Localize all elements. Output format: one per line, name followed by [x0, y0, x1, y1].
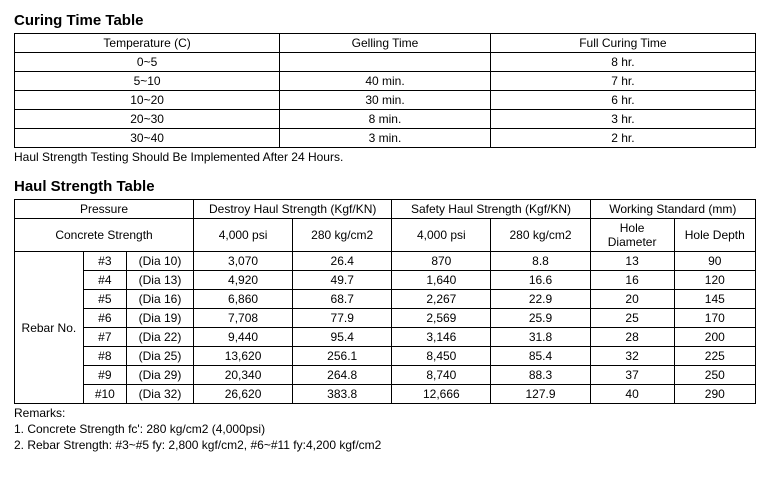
- table-row: #8(Dia 25)13,620256.18,45085.432225: [15, 347, 756, 366]
- hdr-d280: 280 kg/cm2: [293, 219, 392, 252]
- hdr-s280: 280 kg/cm2: [491, 219, 590, 252]
- hdr-concrete: Concrete Strength: [15, 219, 194, 252]
- haul-table: Pressure Destroy Haul Strength (Kgf/KN) …: [14, 199, 756, 404]
- hdr-hole-depth: Hole Depth: [674, 219, 755, 252]
- hdr-d4000: 4,000 psi: [194, 219, 293, 252]
- table-row: #6(Dia 19)7,70877.92,56925.925170: [15, 309, 756, 328]
- curing-col-gel: Gelling Time: [280, 34, 491, 53]
- haul-title: Haul Strength Table: [14, 178, 756, 195]
- curing-note: Haul Strength Testing Should Be Implemen…: [14, 150, 756, 164]
- table-row: Rebar No. #3(Dia 10)3,07026.48708.81390: [15, 252, 756, 271]
- table-row: 30~403 min.2 hr.: [15, 129, 756, 148]
- curing-title: Curing Time Table: [14, 12, 756, 29]
- curing-col-full: Full Curing Time: [490, 34, 755, 53]
- table-row: 20~308 min.3 hr.: [15, 110, 756, 129]
- table-row: 5~1040 min.7 hr.: [15, 72, 756, 91]
- remarks-title: Remarks:: [14, 406, 756, 420]
- curing-col-temp: Temperature (C): [15, 34, 280, 53]
- hdr-safety: Safety Haul Strength (Kgf/KN): [392, 200, 590, 219]
- hdr-destroy: Destroy Haul Strength (Kgf/KN): [194, 200, 392, 219]
- hdr-working: Working Standard (mm): [590, 200, 755, 219]
- table-row: #5(Dia 16)6,86068.72,26722.920145: [15, 290, 756, 309]
- table-row: 0~58 hr.: [15, 53, 756, 72]
- hdr-s4000: 4,000 psi: [392, 219, 491, 252]
- remark-2: 2. Rebar Strength: #3~#5 fy: 2,800 kgf/c…: [14, 438, 756, 452]
- table-row: #10(Dia 32)26,620383.812,666127.940290: [15, 385, 756, 404]
- curing-table: Temperature (C) Gelling Time Full Curing…: [14, 33, 756, 148]
- remark-1: 1. Concrete Strength fc': 280 kg/cm2 (4,…: [14, 422, 756, 436]
- table-row: #7(Dia 22)9,44095.43,14631.828200: [15, 328, 756, 347]
- table-row: 10~2030 min.6 hr.: [15, 91, 756, 110]
- rebar-label: Rebar No.: [15, 252, 84, 404]
- table-row: #9(Dia 29)20,340264.88,74088.337250: [15, 366, 756, 385]
- table-row: #4(Dia 13)4,92049.71,64016.616120: [15, 271, 756, 290]
- hdr-pressure: Pressure: [15, 200, 194, 219]
- hdr-hole-dia: Hole Diameter: [590, 219, 674, 252]
